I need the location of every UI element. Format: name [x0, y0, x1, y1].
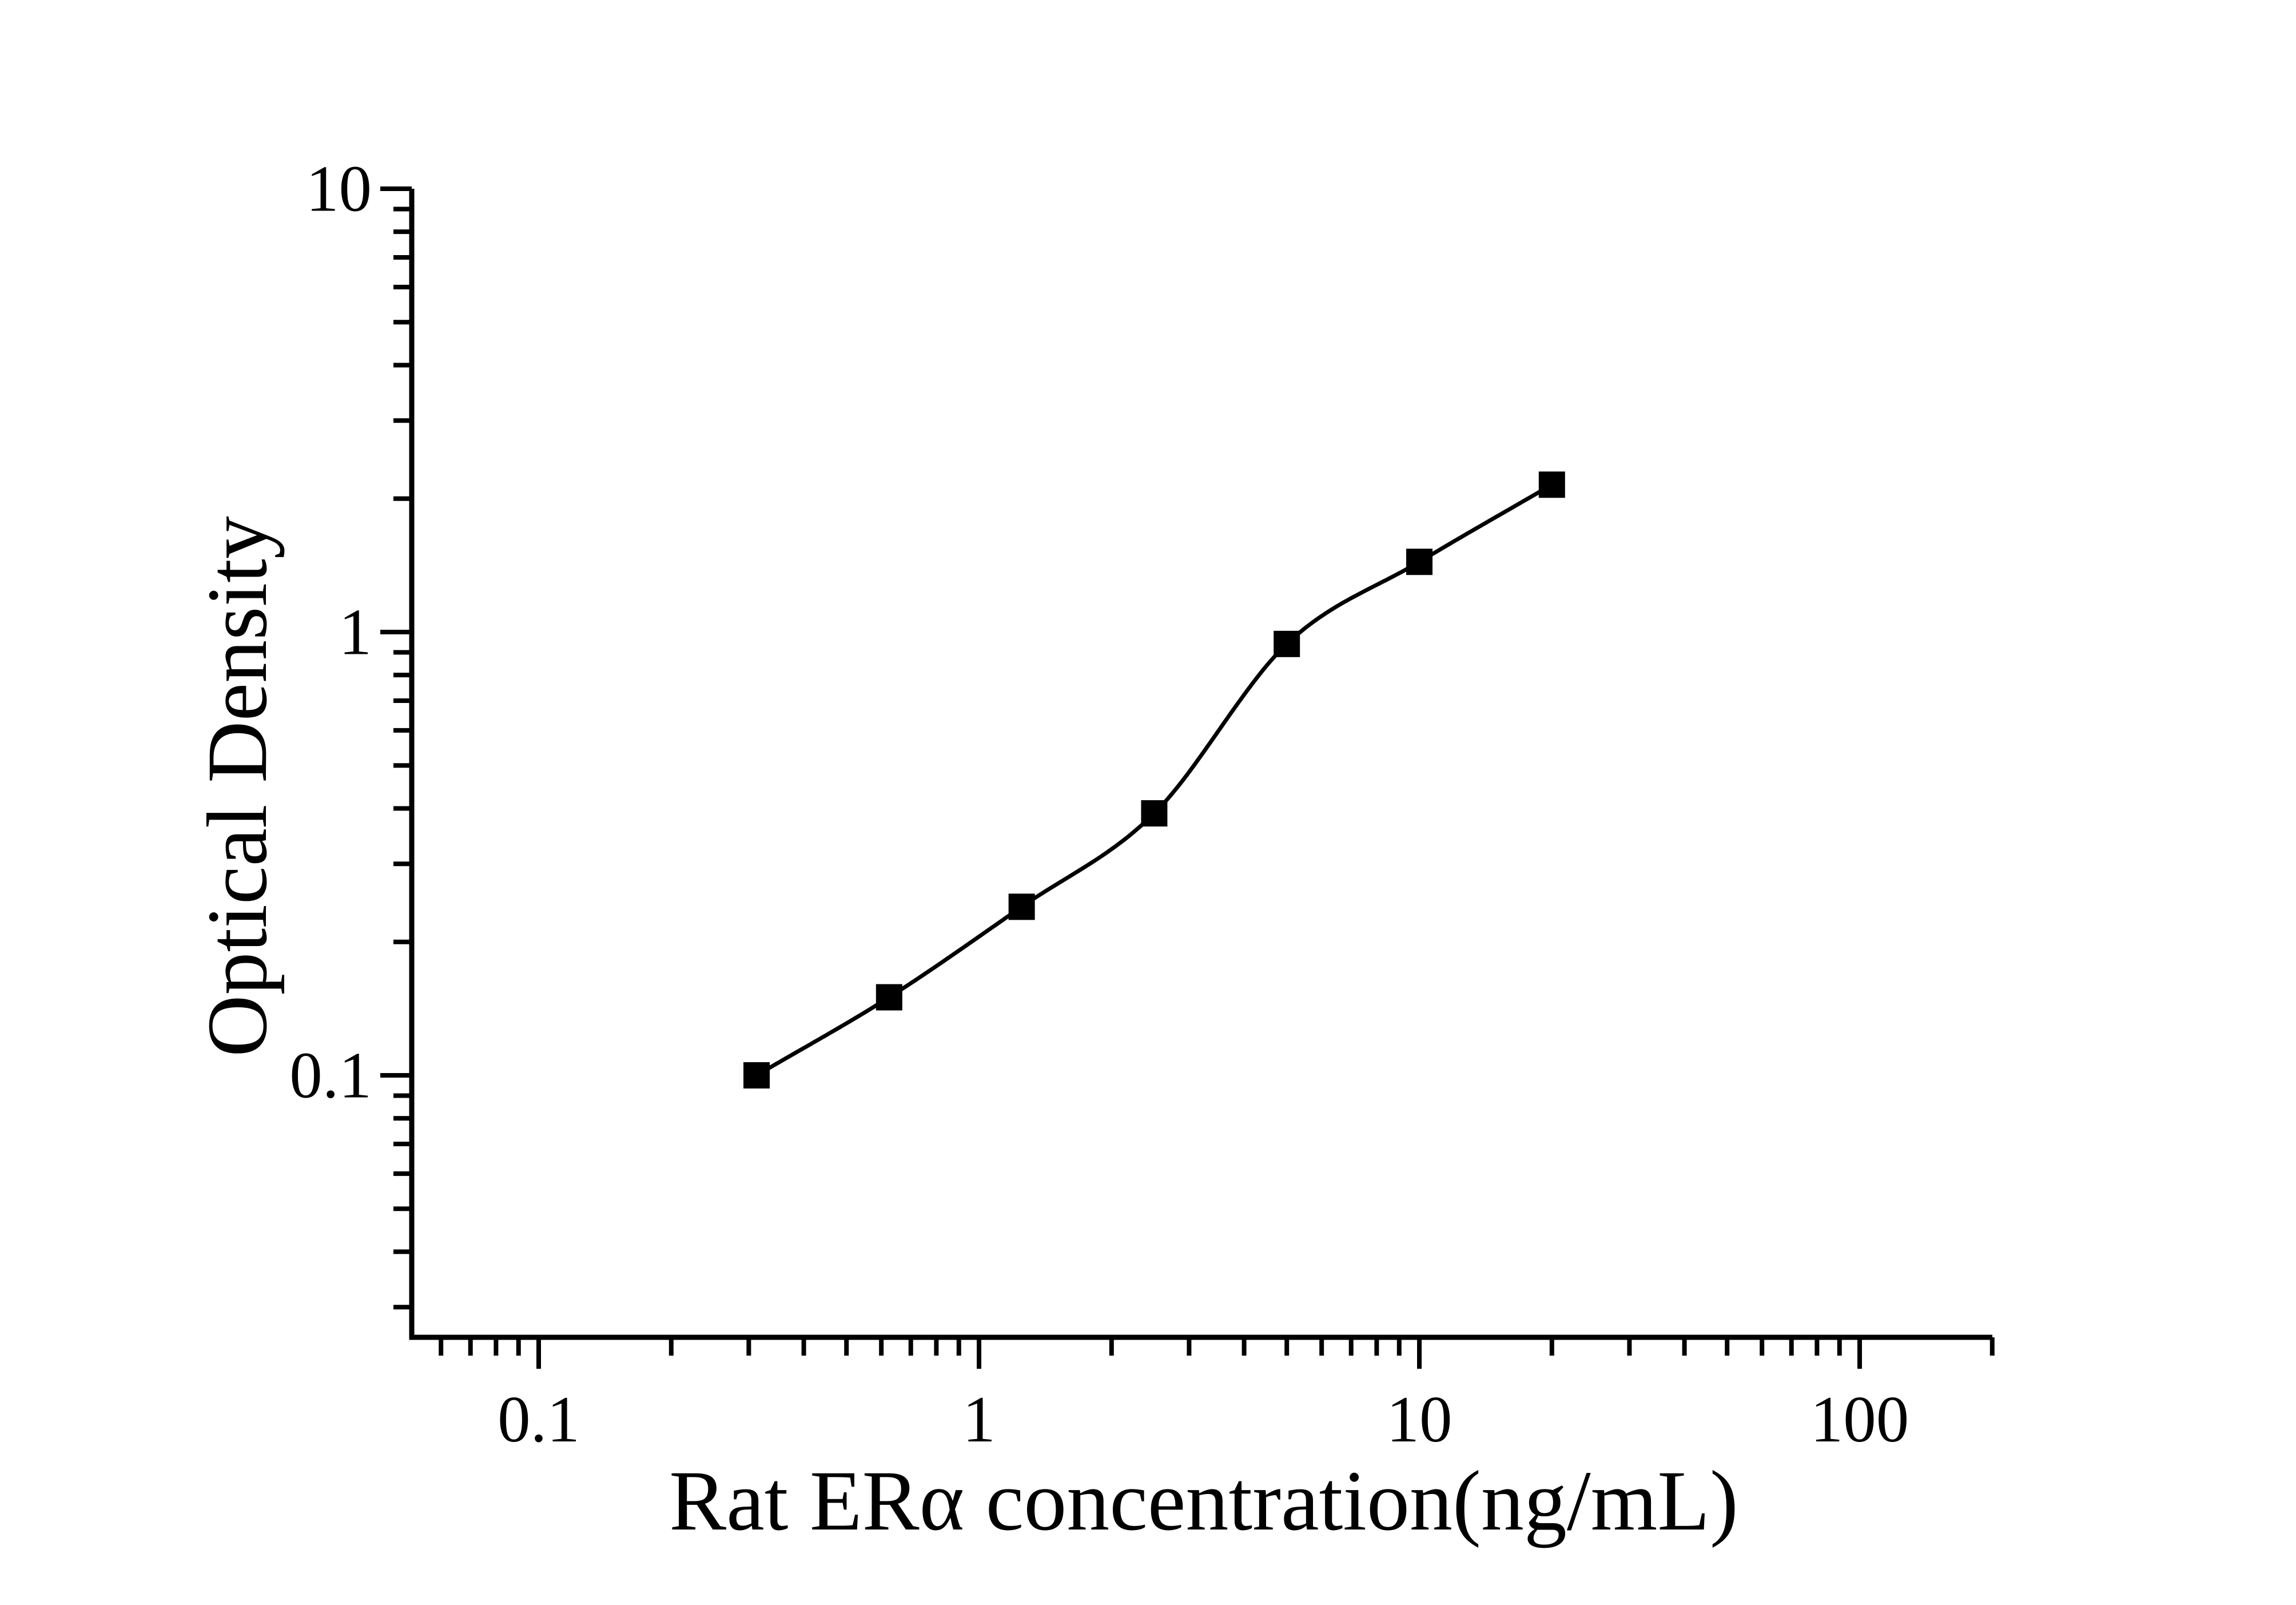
data-point-marker: [1274, 630, 1300, 657]
axes-lines: [409, 189, 1992, 1340]
marker-layer: [743, 471, 1565, 1088]
axes-layer: [409, 189, 1992, 1340]
data-point-marker: [743, 1062, 770, 1088]
curve-layer: [755, 483, 1553, 1078]
data-point-marker: [1141, 800, 1168, 827]
fit-curve: [755, 483, 1553, 1078]
data-point-marker: [1538, 471, 1565, 498]
y-tick-label: 1: [339, 596, 372, 669]
data-point-marker: [1406, 549, 1432, 575]
y-axis-title: Optical Density: [190, 516, 285, 1057]
y-tick-label: 0.1: [289, 1039, 372, 1112]
data-point-marker: [876, 984, 902, 1011]
ticks-layer: [380, 186, 1995, 1369]
tick-label-layer: 0.1 1 10 100 10 1 0.1: [289, 153, 1909, 1456]
x-tick-label: 1: [962, 1383, 996, 1456]
data-point-marker: [1008, 893, 1035, 920]
x-tick-label: 0.1: [498, 1383, 580, 1456]
x-tick-label: 10: [1387, 1383, 1453, 1456]
x-tick-label: 100: [1810, 1383, 1909, 1456]
x-axis-title: Rat ERα concentration(ng/mL): [669, 1453, 1738, 1548]
y-tick-label: 10: [306, 153, 372, 225]
